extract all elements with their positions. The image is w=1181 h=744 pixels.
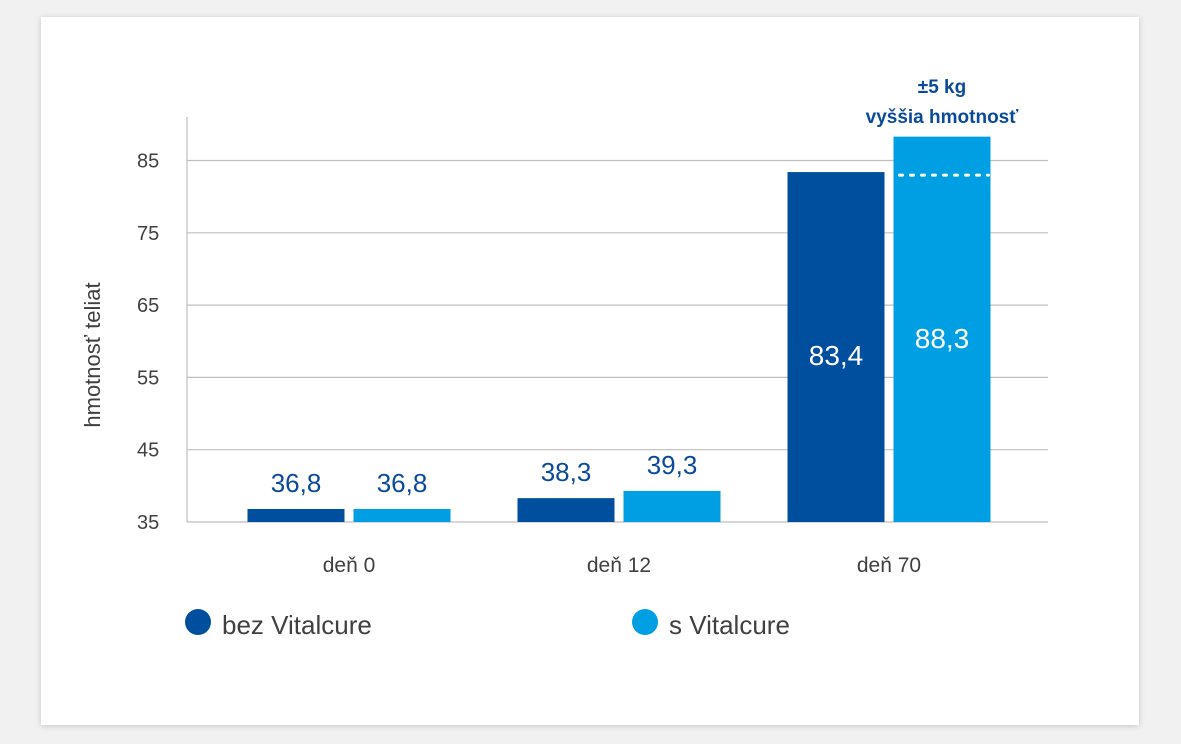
y-tick-label: 45	[137, 440, 159, 462]
y-tick-label: 75	[137, 223, 159, 245]
chart-card: 36,8 36,8 38,3 39,3 83,4 88,3 35 45 55 65 75 85 hmo…	[41, 17, 1139, 725]
bar-chart: 36,8 36,8 38,3 39,3 83,4 88,3 35 45 55 65 75 85 hmo…	[80, 77, 1048, 640]
bar-s-vitalcure	[893, 136, 991, 522]
y-tick-label: 65	[137, 295, 159, 317]
bar-s-vitalcure	[353, 508, 451, 522]
legend-marker	[632, 609, 658, 635]
y-tick-label: 35	[137, 512, 159, 534]
data-label: 83,4	[809, 340, 864, 371]
annotation-line-2: vyššia hmotnosť	[866, 107, 1020, 128]
x-category-label: deň 12	[587, 554, 651, 577]
annotation-line-1: ±5 kg	[918, 77, 966, 98]
y-tick-label: 85	[137, 151, 159, 173]
data-label: 38,3	[541, 457, 592, 487]
legend-label: s Vitalcure	[669, 610, 790, 640]
data-label: 36,8	[377, 468, 428, 498]
legend-marker	[185, 609, 211, 635]
bar-bez-vitalcure	[247, 508, 345, 522]
x-category-label: deň 70	[857, 554, 921, 577]
data-label: 88,3	[915, 323, 970, 354]
legend-label: bez Vitalcure	[222, 610, 372, 640]
bar-s-vitalcure	[623, 490, 721, 522]
y-axis-title: hmotnosť teliat	[80, 282, 105, 427]
bar-bez-vitalcure	[517, 498, 615, 522]
bar-bez-vitalcure	[787, 172, 885, 522]
data-label: 39,3	[647, 450, 698, 480]
x-category-label: deň 0	[323, 554, 376, 577]
data-label: 36,8	[271, 468, 322, 498]
y-tick-label: 55	[137, 367, 159, 389]
